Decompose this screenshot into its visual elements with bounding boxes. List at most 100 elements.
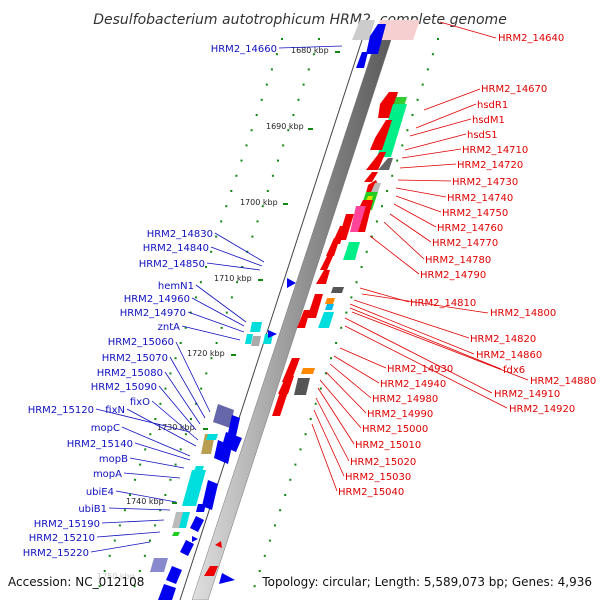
tick-dot [164, 494, 167, 496]
leader-line [95, 408, 191, 433]
tick-dot [250, 129, 253, 132]
gene-label: ubiB1 [78, 504, 107, 515]
tick-dot [149, 539, 151, 542]
tick-dot [437, 38, 439, 40]
gene-feature [278, 376, 294, 394]
tick-dot [401, 144, 404, 147]
gene-feature [371, 183, 381, 192]
tick-dot [314, 402, 317, 405]
tick-dot [324, 372, 327, 375]
leader-line [311, 423, 338, 492]
leader-line [278, 45, 343, 49]
gene-feature [301, 368, 315, 374]
leader-line [108, 507, 171, 511]
leader-line [319, 379, 362, 429]
tick-dot [139, 463, 142, 466]
gene-label: fdx6 [503, 365, 525, 376]
gene-label: fixO [130, 397, 150, 408]
gene-label: HRM2_14940 [380, 379, 446, 390]
kbp-tick-label: 1690 kbp [266, 122, 304, 131]
leader-line [96, 531, 161, 538]
leader-line [317, 387, 355, 445]
tick-dot [345, 311, 348, 314]
tick-dot [199, 281, 202, 284]
gene-feature [326, 238, 340, 256]
tick-dot [258, 570, 261, 572]
leader-line [115, 490, 177, 503]
tick-dot [312, 53, 315, 56]
forward-strand-genes [204, 20, 420, 584]
gene-feature [318, 312, 334, 328]
tick-dot [386, 190, 389, 192]
major-tick [335, 51, 340, 53]
tick-dot [215, 235, 218, 238]
tick-dot [103, 570, 106, 572]
tick-dot [225, 311, 228, 314]
tick-dot [411, 114, 414, 116]
tick-dot [174, 463, 177, 466]
reverse-strand-genes [150, 20, 386, 600]
tick-dot [282, 144, 285, 147]
leader-line [175, 341, 211, 413]
gene-label: HRM2_15000 [362, 424, 428, 435]
kbp-tick-label: 1740 kbp [126, 497, 164, 506]
tick-dot [299, 448, 302, 451]
leader-line [123, 472, 181, 479]
kbp-tick-label: 1730 kbp [157, 423, 195, 432]
gene-label: HRM2_15070 [102, 353, 168, 364]
gene-label: zntA [158, 322, 181, 333]
gene-feature [364, 172, 378, 182]
gene-label: HRM2_14660 [211, 44, 277, 55]
tick-dot [307, 68, 310, 71]
gene-label: HRM2_14850 [139, 259, 205, 270]
tick-dot [431, 53, 434, 56]
tick-dot [391, 174, 394, 177]
gene-label: HRM2_15040 [338, 487, 404, 498]
tick-dot [113, 539, 116, 542]
accession-text: Accession: NC_012108 [8, 575, 144, 589]
major-tick [172, 502, 177, 504]
tick-dot [190, 418, 192, 420]
kbp-tick-label-faint: 1750 kbp [97, 572, 135, 581]
leader-line [329, 363, 372, 399]
tick-dot [195, 402, 198, 405]
tick-dot [292, 114, 295, 116]
leader-line [351, 311, 529, 381]
major-tick [308, 128, 313, 130]
tick-dot [294, 463, 297, 466]
tick-dot [235, 174, 238, 177]
gene-feature [202, 480, 218, 510]
gene-feature [150, 558, 168, 572]
gene-label: HRM2_14790 [420, 270, 486, 281]
gene-feature [378, 92, 398, 118]
tick-dot [184, 326, 187, 329]
gene-feature [268, 330, 277, 338]
tick-track [98, 38, 439, 588]
gene-feature [366, 24, 386, 54]
gene-feature [331, 287, 344, 293]
gene-label: HRM2_15210 [29, 533, 95, 544]
major-tick [283, 203, 288, 205]
tick-dot [287, 129, 290, 132]
gene-label: HRM2_14750 [442, 208, 508, 219]
tick-dot [138, 570, 141, 572]
gene-feature [307, 294, 323, 318]
gene-feature [370, 120, 392, 150]
kbp-scale: 1680 kbp 1690 kbp 1700 kbp 1710 kbp 1720… [97, 46, 329, 581]
tick-dot [271, 174, 274, 177]
tick-dot [304, 433, 307, 436]
tick-dot [256, 220, 259, 223]
gene-label: HRM2_15220 [23, 548, 89, 559]
map-title: Desulfobacterium autotrophicum HRM2, com… [93, 12, 507, 28]
tick-dot [129, 494, 131, 496]
gene-label: HRM2_15090 [91, 382, 157, 393]
gene-label: HRM2_14970 [120, 308, 186, 319]
leader-line [333, 355, 380, 384]
tick-dot [225, 205, 228, 208]
leader-line [158, 385, 197, 431]
tick-dot [194, 296, 197, 299]
tick-dot [230, 190, 233, 192]
tick-dot [164, 387, 167, 390]
tick-dot [275, 53, 278, 56]
